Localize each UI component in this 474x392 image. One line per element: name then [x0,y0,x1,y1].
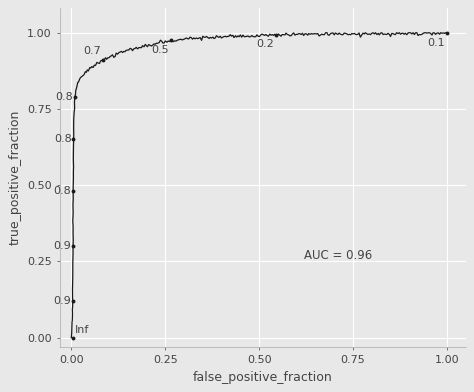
Text: AUC = 0.96: AUC = 0.96 [304,249,373,262]
Y-axis label: true_positive_fraction: true_positive_fraction [9,110,21,245]
Text: 0.8: 0.8 [54,186,71,196]
Text: 0.7: 0.7 [83,45,101,56]
Text: 0.2: 0.2 [256,40,274,49]
X-axis label: false_positive_fraction: false_positive_fraction [193,371,333,384]
Text: 0.8: 0.8 [54,134,72,144]
Text: 0.8: 0.8 [55,92,73,102]
Text: 0.9: 0.9 [53,296,71,306]
Text: Inf: Inf [75,325,90,335]
Text: 0.1: 0.1 [428,38,445,48]
Text: 0.5: 0.5 [151,45,169,55]
Text: 0.9: 0.9 [54,241,71,251]
